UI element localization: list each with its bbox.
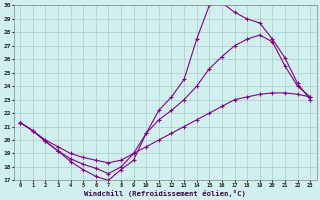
- X-axis label: Windchill (Refroidissement éolien,°C): Windchill (Refroidissement éolien,°C): [84, 190, 246, 197]
